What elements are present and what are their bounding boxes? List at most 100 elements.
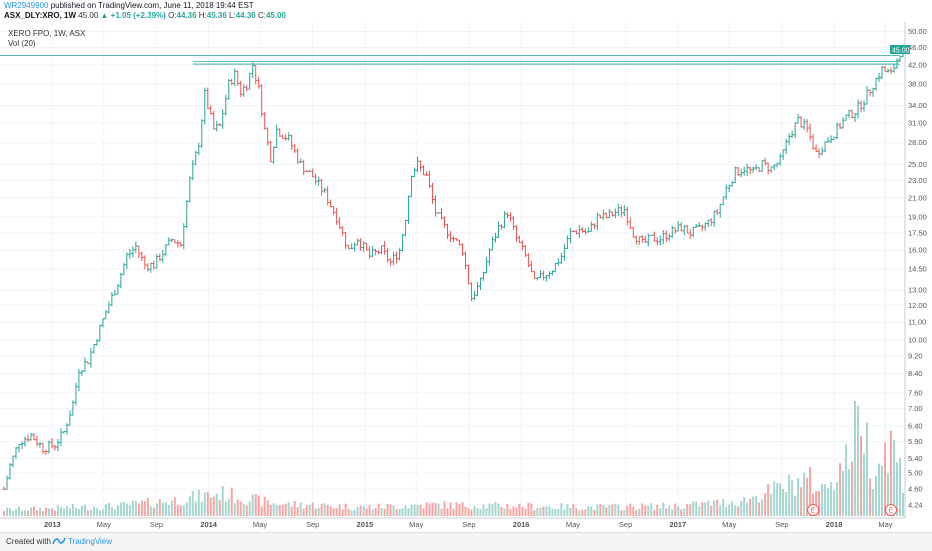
ohlc-bar — [532, 270, 536, 279]
volume-bar — [140, 500, 143, 516]
ohlc-bar — [230, 78, 234, 86]
volume-bar — [143, 501, 146, 516]
ohlc-bar — [23, 436, 27, 447]
ohlc-bar — [146, 263, 150, 272]
volume-bar — [248, 501, 251, 516]
earnings-marker-label: E — [811, 508, 816, 515]
volume-bar — [668, 505, 671, 516]
volume-bar — [17, 506, 20, 516]
time-tick-label: Sep — [150, 520, 163, 529]
volume-bar — [599, 504, 602, 516]
price-tick-label: 11.00 — [908, 317, 926, 326]
volume-bar — [8, 508, 11, 516]
ohlc-bar — [80, 370, 84, 377]
price-axis[interactable]: 50.00 46.00 42.00 38.00 34.00 31.00 28.00 25.00… — [908, 27, 927, 509]
volume-bar — [623, 509, 626, 516]
time-tick-label: 2016 — [513, 520, 530, 529]
ohlc-bar — [493, 232, 497, 243]
ohlc-bar — [203, 87, 207, 125]
price-tick-label: 5.00 — [908, 469, 923, 478]
ohlc-bar — [712, 210, 716, 227]
volume-bar — [395, 509, 398, 516]
volume-bar — [497, 503, 500, 516]
ohlc-bar — [254, 65, 258, 85]
ohlc-bar — [158, 253, 162, 261]
volume-bar — [866, 422, 869, 516]
ohlc-bar — [898, 55, 902, 63]
ohlc-bar — [113, 289, 117, 296]
volume-bar — [629, 503, 632, 516]
ohlc-bar — [667, 233, 671, 242]
volume-bar — [305, 505, 308, 516]
volume-bar — [269, 504, 272, 516]
volume-bar — [74, 507, 77, 516]
volume-bar — [392, 505, 395, 516]
price-tick-label: 31.00 — [908, 119, 927, 128]
tradingview-brand-link[interactable]: TradingView — [68, 537, 113, 546]
volume-bar — [158, 499, 161, 516]
volume-bar — [293, 500, 296, 516]
ohlc-bar — [122, 262, 126, 276]
volume-bar — [536, 507, 539, 516]
ohlc-bar — [643, 235, 647, 244]
ohlc-bar — [637, 236, 641, 245]
ohlc-bar — [275, 124, 279, 149]
price-tick-label: 42.00 — [908, 60, 927, 69]
volume-bar — [710, 505, 713, 516]
ohlc-bar — [86, 361, 90, 365]
volume-bar — [782, 489, 785, 516]
volume-bar — [752, 496, 755, 516]
ohlc-bar — [215, 121, 219, 132]
ohlc-bar — [628, 217, 632, 230]
volume-bar — [452, 508, 455, 516]
ohlc-bar — [820, 146, 824, 156]
ohlc-bar — [526, 253, 530, 268]
ohlc-bar — [454, 237, 458, 241]
volume-bar — [29, 507, 32, 516]
ohlc-bar — [101, 318, 105, 328]
volume-bar — [524, 508, 527, 516]
ohlc-bar — [2, 486, 6, 490]
volume-bar — [80, 505, 83, 516]
volume-bar — [191, 491, 194, 516]
ohlc-bar — [302, 159, 306, 175]
ohlc-bar — [329, 199, 333, 208]
volume-bar — [770, 493, 773, 516]
ohlc-bar — [775, 162, 779, 168]
time-tick-label: May — [409, 520, 423, 529]
symbol-label: ASX_DLY:XRO, 1W — [4, 11, 77, 20]
ohlc-bar — [83, 357, 87, 372]
volume-bar — [605, 507, 608, 516]
price-tick-label: 7.00 — [908, 404, 923, 413]
author-link[interactable]: WR2949900 — [4, 1, 49, 10]
price-tick-label: 4.60 — [908, 485, 923, 494]
last-price-tag-label: 45.00 — [892, 48, 910, 55]
ohlc-bar — [365, 242, 369, 251]
volume-bar — [122, 501, 125, 516]
ohlc-bar — [739, 168, 743, 178]
ohlc-bar — [835, 122, 839, 140]
ohlc-bar — [733, 166, 737, 184]
time-axis[interactable]: 2013 May Sep 2014 May Sep 2015 May Sep 2016 May Sep… — [44, 520, 893, 529]
volume-bar — [575, 508, 578, 516]
ohlc-bar — [880, 65, 884, 80]
ohlc-bar — [649, 234, 653, 237]
horizontal-lines[interactable] — [0, 55, 900, 65]
ohlc-bar — [811, 133, 815, 150]
volume-bar — [464, 506, 467, 516]
ohlc-bar — [149, 262, 153, 273]
ohlc-bar — [766, 162, 770, 175]
volume-bar — [773, 481, 776, 516]
ohlc-bar — [95, 338, 99, 346]
ohlc-bar — [269, 141, 273, 163]
ohlc-bar — [472, 290, 476, 301]
volume-bar — [554, 508, 557, 516]
ohlc-bar — [263, 112, 267, 130]
tradingview-logo-icon[interactable] — [52, 536, 66, 546]
ohlc-bar — [287, 132, 291, 141]
volume-bar — [470, 509, 473, 516]
ohlc-bar — [56, 439, 60, 452]
volume-bar — [134, 501, 137, 516]
